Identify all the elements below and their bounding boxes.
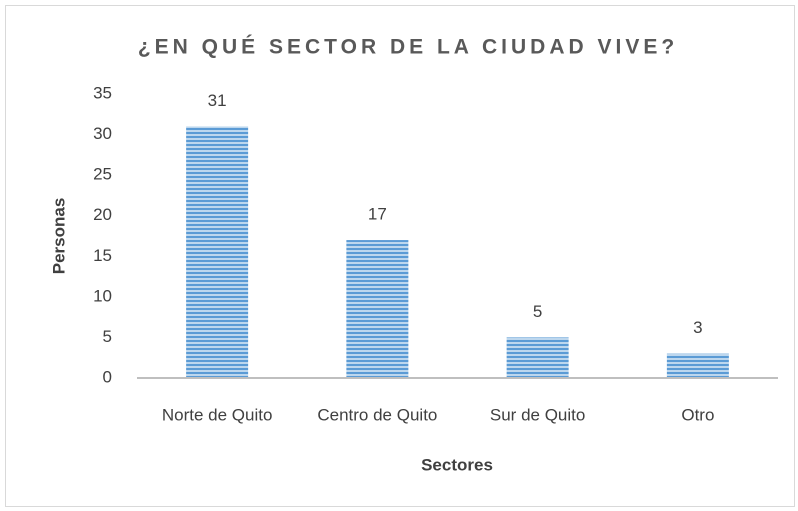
y-tick-label: 10 xyxy=(93,286,112,305)
data-label: 31 xyxy=(208,91,227,110)
x-tick-label: Centro de Quito xyxy=(317,405,437,424)
y-tick-label: 15 xyxy=(93,246,112,265)
bar xyxy=(666,353,729,378)
y-tick-label: 5 xyxy=(103,327,112,346)
x-axis-title: Sectores xyxy=(421,455,493,474)
y-tick-label: 30 xyxy=(93,124,112,143)
y-tick-label: 25 xyxy=(93,165,112,184)
data-label: 17 xyxy=(368,205,387,224)
x-tick-label: Otro xyxy=(681,405,714,424)
y-tick-label: 35 xyxy=(93,83,112,102)
bar xyxy=(186,126,249,378)
y-axis-title: Personas xyxy=(49,198,68,275)
x-tick-label: Sur de Quito xyxy=(490,405,585,424)
x-tick-label: Norte de Quito xyxy=(162,405,273,424)
bar xyxy=(346,240,409,378)
y-tick-label: 0 xyxy=(103,367,112,386)
data-label: 5 xyxy=(533,302,542,321)
y-tick-label: 20 xyxy=(93,205,112,224)
bar xyxy=(506,337,569,378)
chart-title: ¿EN QUÉ SECTOR DE LA CIUDAD VIVE? xyxy=(138,36,678,59)
data-label: 3 xyxy=(693,318,702,337)
